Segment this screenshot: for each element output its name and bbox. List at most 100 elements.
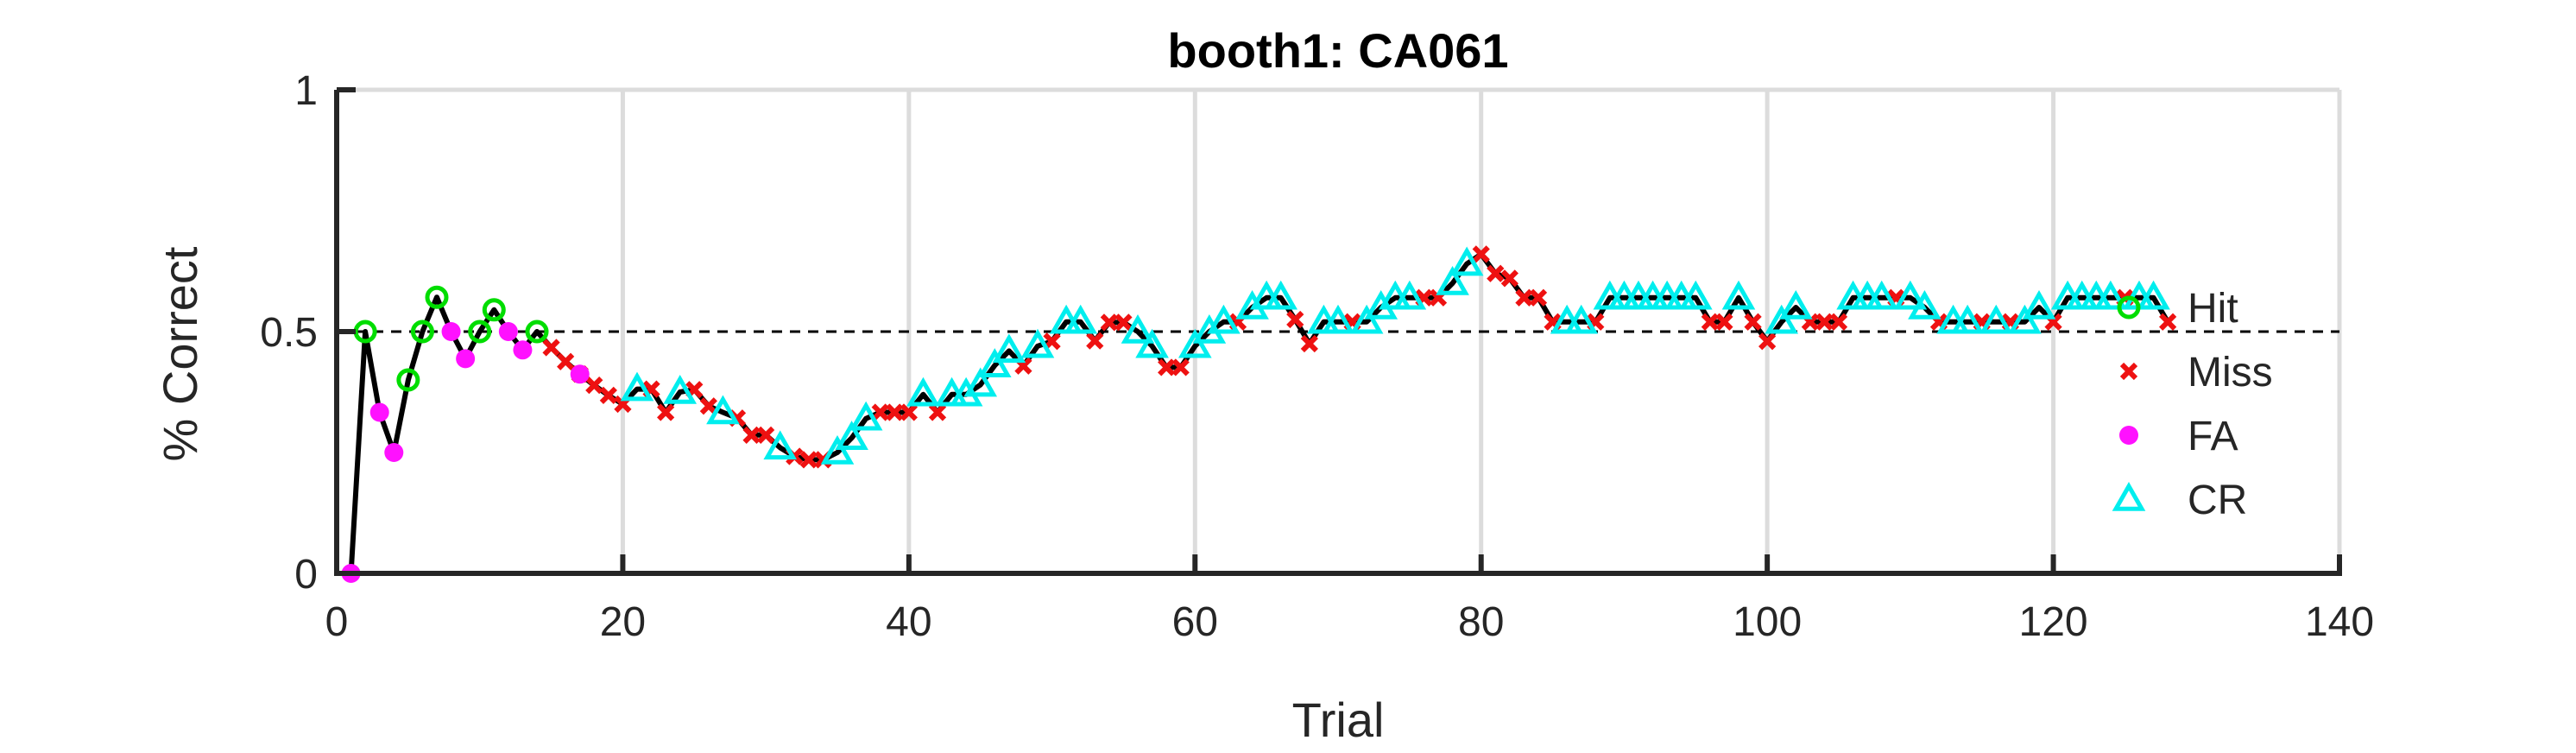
cr-marker — [1392, 280, 1427, 310]
y-tick-label: 0.5 — [260, 310, 318, 356]
hit-marker — [482, 298, 506, 322]
cr-marker — [1979, 304, 2013, 334]
miss-marker — [1715, 313, 1733, 331]
miss-marker — [1758, 332, 1777, 351]
cr-marker — [1064, 304, 1098, 334]
cr-marker — [2093, 280, 2128, 310]
hit-marker — [468, 320, 492, 344]
miss-marker — [1815, 313, 1834, 331]
miss-marker-stroke — [900, 403, 918, 421]
cr-marker — [1678, 280, 1713, 310]
miss-marker — [2119, 362, 2138, 381]
cr-marker — [663, 374, 698, 404]
miss-marker-stroke — [1544, 313, 1562, 331]
hit-marker — [2117, 295, 2141, 320]
tick-label-layer: 0 20 40 60 80 100 120 140 0 0.5 1 — [260, 68, 2374, 645]
miss-marker — [1300, 334, 1318, 353]
cr-marker — [706, 395, 740, 425]
cr-marker — [763, 430, 798, 460]
fa-marker — [513, 340, 533, 360]
x-tick-label: 100 — [1733, 599, 1802, 645]
fa-marker — [2119, 426, 2138, 445]
cr-marker — [906, 376, 940, 407]
cr-marker — [1778, 289, 1813, 320]
cr-marker — [1893, 280, 1928, 310]
legend-item-hit: Hit — [2117, 286, 2238, 332]
x-tick-label: 140 — [2305, 599, 2374, 645]
hit-marker — [353, 320, 377, 344]
miss-marker — [1500, 269, 1518, 288]
miss-marker-stroke — [1300, 334, 1318, 353]
cr-marker — [963, 367, 998, 397]
cr-marker — [2137, 280, 2170, 310]
miss-marker-stroke — [1171, 358, 1190, 376]
cr-marker — [835, 421, 868, 450]
miss-marker-stroke — [1758, 332, 1777, 351]
miss-marker-stroke — [1487, 264, 1505, 282]
cr-marker — [2008, 304, 2042, 334]
fa-marker — [369, 402, 389, 422]
x-tick-label: 20 — [600, 599, 646, 645]
miss-marker — [1529, 288, 1548, 307]
miss-marker-stroke — [557, 352, 575, 370]
miss-marker-stroke — [2159, 313, 2177, 331]
cr-marker — [820, 434, 855, 465]
miss-marker — [886, 403, 904, 421]
fa-marker — [384, 443, 404, 462]
fa-marker — [441, 322, 461, 341]
miss-marker — [1472, 245, 1490, 263]
legend-item-fa: FA — [2119, 414, 2238, 459]
miss-marker-stroke — [1701, 313, 1719, 331]
miss-marker — [1487, 264, 1505, 282]
miss-marker-stroke — [1286, 310, 1304, 329]
miss-marker — [1086, 332, 1104, 350]
hit-marker — [525, 320, 549, 344]
miss-marker — [757, 426, 775, 444]
axes-layer — [334, 87, 2342, 576]
legend-item-cr: CR — [2112, 478, 2247, 523]
cr-marker — [977, 348, 1012, 377]
x-axis-label: Trial — [1292, 693, 1385, 747]
x-tick-label: 0 — [325, 599, 349, 645]
cr-marker — [2112, 481, 2146, 511]
miss-marker-stroke — [2119, 362, 2138, 381]
miss-marker — [1171, 358, 1190, 376]
chart-title: booth1: CA061 — [1167, 23, 1508, 78]
miss-marker — [557, 352, 575, 370]
miss-marker-stroke — [1744, 313, 1762, 331]
cr-marker — [1135, 328, 1169, 358]
miss-marker — [1701, 313, 1719, 331]
legend-item-miss: Miss — [2119, 350, 2273, 395]
hit-marker — [410, 320, 434, 344]
miss-marker-stroke — [886, 403, 904, 421]
cr-marker — [1207, 304, 1241, 334]
cr-marker — [1908, 289, 1941, 320]
miss-marker-stroke — [1801, 313, 1819, 331]
miss-marker-stroke — [928, 403, 947, 421]
miss-marker-stroke — [2044, 313, 2062, 331]
hit-marker — [396, 368, 420, 392]
x-tick-label: 60 — [1172, 599, 1218, 645]
cr-marker — [1449, 246, 1484, 276]
cr-marker — [1020, 328, 1055, 358]
miss-marker — [1114, 313, 1133, 332]
cr-marker — [1349, 304, 1384, 334]
miss-marker-stroke — [699, 397, 717, 415]
miss-marker — [1158, 358, 1176, 376]
cr-marker — [1765, 304, 1799, 334]
miss-marker-stroke — [1158, 358, 1176, 376]
marker-layer — [341, 245, 2177, 583]
x-tick-label: 120 — [2019, 599, 2088, 645]
y-axis-label: % Correct — [153, 246, 207, 461]
fa-marker — [498, 322, 518, 341]
cr-marker — [992, 333, 1026, 364]
fa-marker — [456, 349, 476, 369]
miss-marker — [1515, 288, 1533, 307]
miss-marker-stroke — [871, 403, 889, 421]
miss-marker — [1829, 313, 1848, 331]
miss-marker — [871, 403, 889, 421]
miss-marker-stroke — [1529, 288, 1548, 307]
miss-marker — [585, 376, 603, 395]
miss-marker — [599, 386, 617, 405]
